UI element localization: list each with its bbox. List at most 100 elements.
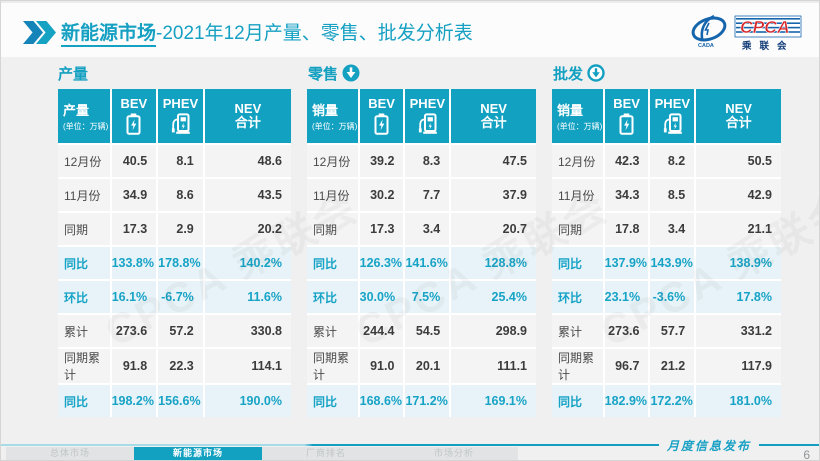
corner-unit: (单位：万辆) [312, 122, 358, 131]
cell-nev-value: 190.0% [204, 383, 291, 417]
row-label: 12月份 [552, 143, 605, 177]
page-title-rest: -2021年12月产量、零售、批发分析表 [156, 23, 473, 44]
section-production-label: 产量 [58, 65, 89, 83]
cell-nev-value: 181.0% [696, 383, 781, 417]
row-label: 环比 [307, 279, 360, 313]
cpca-box: CPCA 乘联会 [734, 15, 802, 52]
table-row: 环比 16.1% -6.7% 11.6% [58, 279, 291, 313]
page-title-highlight: 新能源市场 [61, 23, 157, 47]
cell-phev-value: 172.2% [650, 383, 697, 417]
cell-nev-value: 37.9 [451, 177, 536, 211]
table-row: 累计 273.6 57.2 330.8 [58, 313, 291, 347]
cell-bev-value: 96.7 [604, 347, 651, 383]
cell-nev-value: 111.1 [451, 347, 536, 383]
row-label: 同比 [552, 245, 605, 279]
cell-nev-value: 11.6% [204, 279, 291, 313]
table-row: 12月份 39.2 8.3 47.5 [307, 143, 536, 177]
cell-nev-value: 331.2 [696, 313, 781, 347]
cell-nev-value: 20.7 [451, 211, 536, 245]
footer-rule [1, 444, 819, 446]
cell-nev-value: 117.9 [696, 347, 781, 383]
cell-nev-value: 330.8 [204, 313, 291, 347]
row-label: 累计 [552, 313, 605, 347]
cell-phev-value: 8.3 [405, 143, 452, 177]
table-row: 累计 273.6 57.7 331.2 [552, 313, 781, 347]
cell-phev-value: 171.2% [405, 383, 452, 417]
table-row: 11月份 34.9 8.6 43.5 [58, 177, 291, 211]
page-number: 6 [803, 448, 810, 461]
section-wholesale-label: 批发 [553, 65, 584, 83]
cell-bev-value: 30.0% [359, 279, 406, 313]
cell-bev-value: 182.9% [604, 383, 651, 417]
section-production: 产量 [58, 62, 88, 84]
down-arrow-ring-icon [587, 64, 605, 82]
row-label: 同比 [552, 383, 605, 417]
col-header-bev: BEV [111, 89, 159, 143]
cell-bev-value: 42.3 [604, 143, 651, 177]
table-row: 累计 244.4 54.5 298.9 [307, 313, 536, 347]
corner-title: 产量 [63, 103, 90, 118]
corner-header: 销量 (单位：万辆) [552, 89, 605, 143]
cada-label: CADA [698, 43, 714, 49]
row-label: 同期累计 [307, 347, 360, 383]
table-row: 同期累计 96.7 21.2 117.9 [552, 347, 781, 383]
corner-header: 产量 (单位：万辆) [58, 89, 112, 143]
col-header-phev: PHEV [650, 89, 697, 143]
table-row: 同比 137.9% 143.9% 138.9% [552, 245, 781, 279]
publication-label: 月度信息发布 [658, 437, 759, 454]
cell-bev-value: 17.3 [359, 211, 406, 245]
ev-charger-icon [663, 113, 682, 134]
cell-bev-value: 17.3 [111, 211, 159, 245]
cell-phev-value: -6.7% [158, 279, 205, 313]
corner-header: 销量 (单位：万辆) [307, 89, 360, 143]
cell-bev-value: 91.0 [359, 347, 406, 383]
page-title: 新能源市场-2021年12月产量、零售、批发分析表 [61, 18, 473, 47]
cell-phev-value: -3.6% [650, 279, 697, 313]
tab-overall-market[interactable]: 总体市场 [49, 448, 90, 458]
cell-phev-value: 8.5 [650, 177, 697, 211]
cell-bev-value: 34.3 [604, 177, 651, 211]
row-label: 累计 [58, 313, 112, 347]
cell-phev-value: 57.7 [650, 313, 697, 347]
table-row: 同期 17.8 3.4 21.1 [552, 211, 781, 245]
cell-bev-value: 168.6% [359, 383, 406, 417]
tab-market-analysis[interactable]: 市场分析 [433, 448, 474, 458]
cell-nev-value: 17.8% [696, 279, 781, 313]
table-row: 同比 182.9% 172.2% 181.0% [552, 383, 781, 417]
cell-bev-value: 17.8 [604, 211, 651, 245]
cell-nev-value: 140.2% [204, 245, 291, 279]
cell-nev-value: 298.9 [451, 313, 536, 347]
cell-phev-value: 21.2 [650, 347, 697, 383]
row-label: 同期累计 [58, 347, 112, 383]
cell-bev-value: 273.6 [604, 313, 651, 347]
table-row: 同期 17.3 2.9 20.2 [58, 211, 291, 245]
table-row: 同比 198.2% 156.6% 190.0% [58, 383, 291, 417]
row-label: 12月份 [58, 143, 112, 177]
row-label: 同比 [58, 383, 112, 417]
cell-phev-value: 7.5% [405, 279, 452, 313]
cpca-sub-label: 乘联会 [741, 40, 795, 52]
col-header-phev: PHEV [158, 89, 205, 143]
col-header-bev: BEV [604, 89, 651, 143]
cell-bev-value: 133.8% [111, 245, 159, 279]
cell-bev-value: 91.8 [111, 347, 159, 383]
tab-nev-market[interactable]: 新能源市场 [134, 447, 262, 460]
production-table: 产量 (单位：万辆) BEV PHEV [58, 89, 291, 417]
row-label: 11月份 [58, 177, 112, 211]
cell-phev-value: 20.1 [405, 347, 452, 383]
corner-unit: (单位：万辆) [63, 122, 109, 131]
cell-bev-value: 16.1% [111, 279, 159, 313]
cell-nev-value: 114.1 [204, 347, 291, 383]
cell-phev-value: 3.4 [650, 211, 697, 245]
tab-oem-ranking[interactable]: 厂商排名 [305, 448, 346, 458]
table-row: 同比 168.6% 171.2% 169.1% [307, 383, 536, 417]
cpca-logo: CADA CPCA 乘联会 [691, 14, 802, 52]
table-row: 同期累计 91.0 20.1 111.1 [307, 347, 536, 383]
battery-icon [374, 113, 389, 135]
cell-bev-value: 30.2 [359, 177, 406, 211]
corner-unit: (单位：万辆) [557, 122, 603, 131]
row-label: 11月份 [307, 177, 360, 211]
cell-phev-value: 54.5 [405, 313, 452, 347]
bottom-tab-bar: 总体市场 新能源市场 厂商排名 市场分析 [6, 447, 518, 460]
